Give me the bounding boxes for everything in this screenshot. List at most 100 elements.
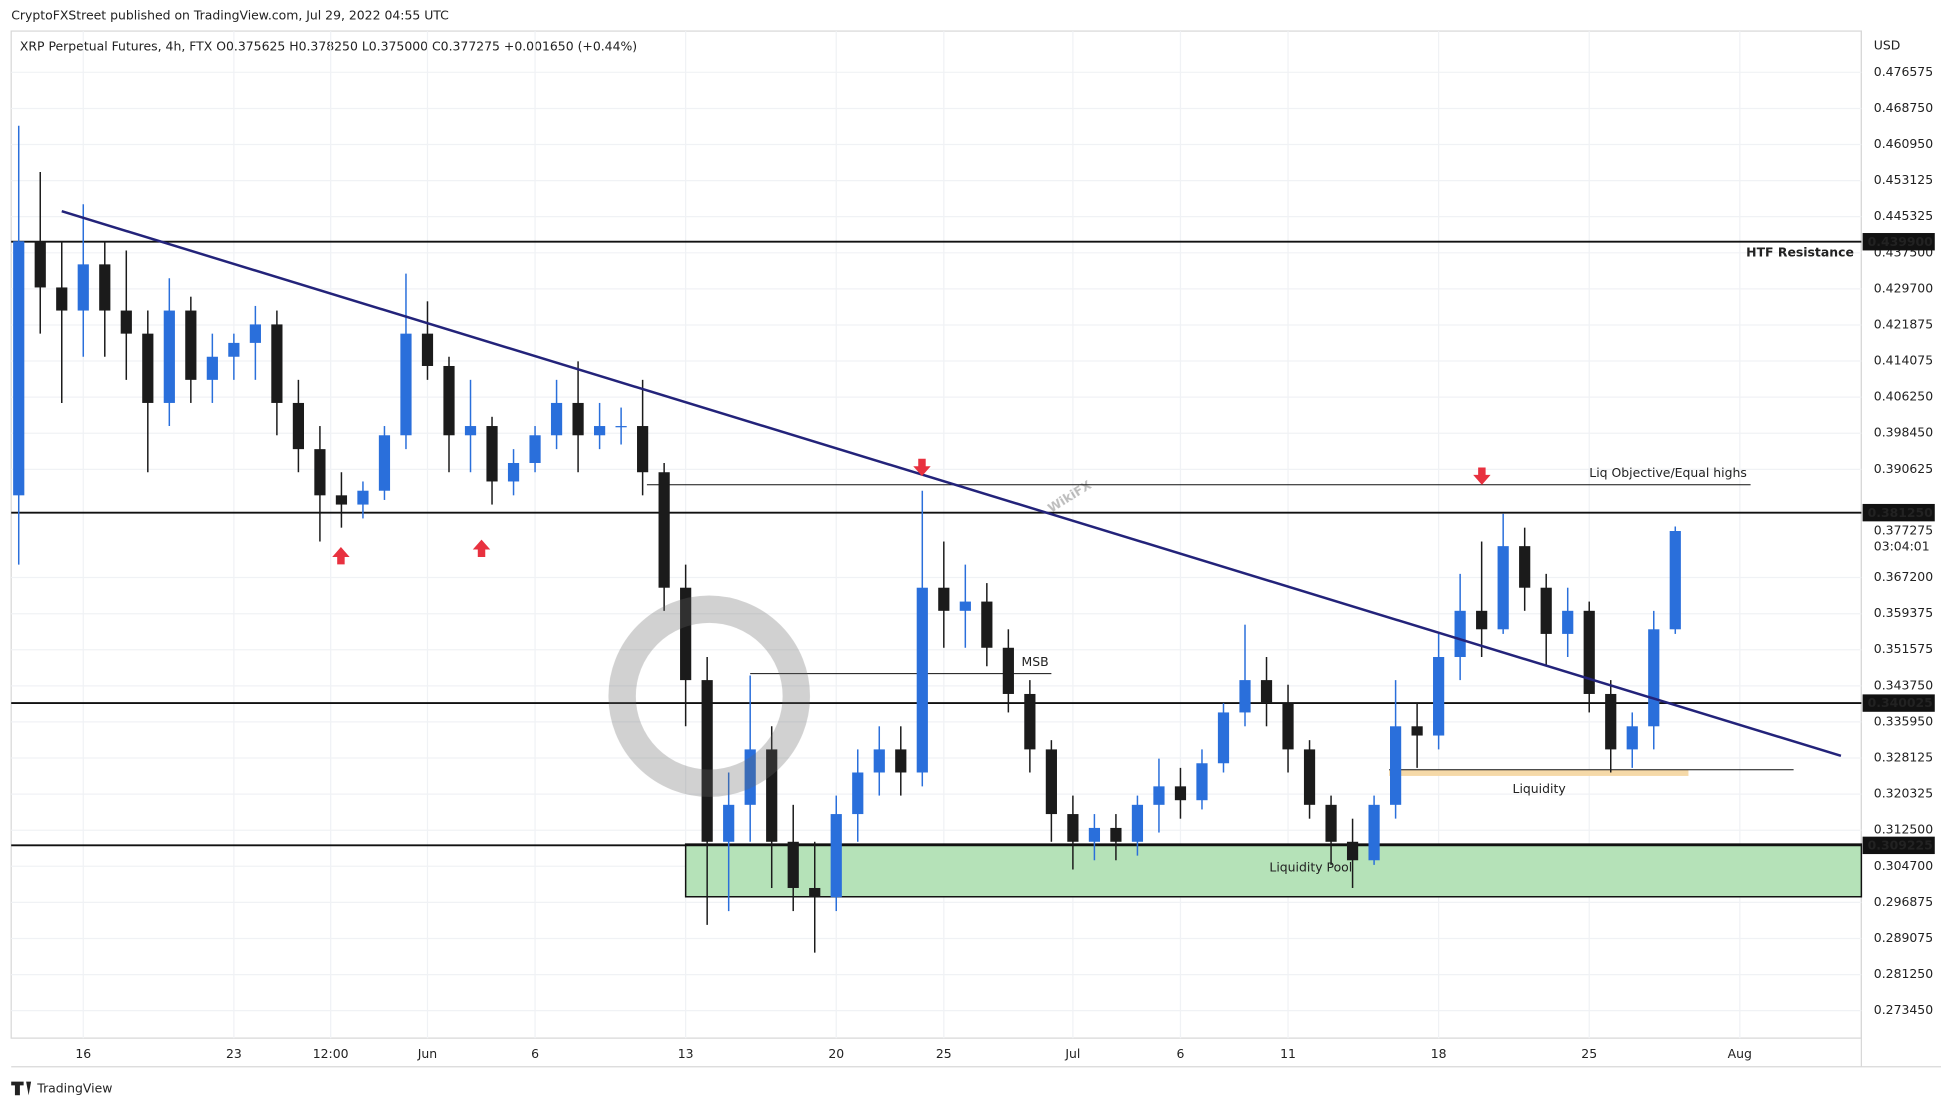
candle-body — [1476, 610, 1488, 630]
y-tick-label: 0.289075 — [1874, 930, 1933, 945]
candle-body — [1519, 546, 1531, 588]
candle-body — [77, 264, 89, 311]
candle-body — [637, 426, 649, 473]
candle-body — [443, 365, 455, 436]
y-tick-label: 0.335950 — [1874, 713, 1933, 728]
candle-body — [99, 264, 111, 311]
candle-body — [56, 287, 68, 311]
x-tick-label: 16 — [75, 1046, 91, 1061]
candle-body — [163, 310, 175, 403]
candle-body — [357, 490, 369, 505]
candle-body — [1260, 680, 1273, 704]
liquidity-pool-zone — [684, 843, 1863, 898]
candle-body — [400, 333, 412, 436]
y-tick-label: 0.476575 — [1874, 64, 1933, 79]
y-tick-label: 0.460950 — [1874, 136, 1933, 151]
level-tag — [1862, 503, 1935, 522]
level-label: 0.309225 — [1868, 837, 1933, 852]
candle-body — [615, 426, 627, 428]
y-tick-label: 0.429700 — [1874, 280, 1933, 295]
down-arrow — [1473, 467, 1491, 485]
candle-body — [206, 356, 218, 380]
candle-body — [658, 472, 670, 588]
candle-body — [249, 324, 261, 343]
candle-body — [1562, 610, 1574, 634]
y-tick-label: 0.281250 — [1874, 966, 1933, 981]
y-tick-label: 0.296875 — [1874, 894, 1933, 909]
x-tick-label: 6 — [531, 1046, 539, 1061]
candle-body — [1433, 657, 1445, 736]
candle-body — [185, 310, 197, 380]
level-tag — [1862, 836, 1935, 855]
candle-body — [723, 804, 735, 842]
y-tick-label: 0.453125 — [1874, 172, 1933, 187]
candle-body — [228, 342, 240, 357]
candle-body — [1045, 749, 1057, 815]
x-tick-label: 25 — [1581, 1046, 1597, 1061]
candle-body — [486, 426, 498, 482]
candle-body — [916, 587, 928, 773]
candle-body — [1325, 804, 1337, 842]
y-tick-label: 0.406250 — [1874, 389, 1933, 404]
candle-body — [464, 426, 477, 436]
y-tick-label: 0.367200 — [1874, 569, 1933, 584]
candle-body — [1648, 629, 1660, 727]
candle-body — [1067, 814, 1079, 842]
candle-body — [572, 402, 584, 436]
y-tick-label: 0.304700 — [1874, 858, 1933, 873]
candle-body — [701, 680, 713, 842]
candle-body — [34, 241, 46, 288]
level-label: 0.381250 — [1868, 505, 1934, 520]
arrows — [332, 458, 1491, 565]
candle-body — [1497, 546, 1509, 630]
publisher: CryptoFXStreet published on TradingView.… — [11, 8, 449, 23]
watermark-logo — [608, 595, 810, 797]
x-tick-label: 12:00 — [313, 1046, 349, 1061]
x-tick-label: 18 — [1431, 1046, 1447, 1061]
candle-body — [292, 402, 305, 450]
candle-body — [507, 462, 520, 482]
candle-body — [1153, 786, 1165, 805]
level-label: 0.340025 — [1868, 695, 1933, 710]
footer-brand: TradingView — [36, 1081, 112, 1096]
y-tick-label: 0.468750 — [1874, 100, 1933, 115]
candle-body — [1196, 763, 1208, 801]
candle-body — [981, 601, 993, 648]
y-tick-label: 0.390625 — [1874, 461, 1933, 476]
candle-body — [959, 601, 971, 611]
y-tick-label: 0.421875 — [1874, 316, 1933, 331]
candle-body — [830, 814, 842, 898]
candle-body — [1626, 726, 1638, 750]
candle-body — [1217, 712, 1230, 764]
candle-body — [1303, 749, 1316, 805]
x-tick-label: Jul — [1064, 1046, 1080, 1061]
candle-body — [895, 749, 907, 773]
candle-body — [1024, 693, 1036, 750]
y-tick-label: 0.312500 — [1874, 822, 1933, 837]
trendline — [61, 210, 1842, 758]
candle-body — [1368, 804, 1380, 861]
y-tick-label: 0.414075 — [1874, 353, 1933, 368]
candle-body — [1454, 610, 1466, 658]
level-note: HTF Resistance — [1746, 244, 1854, 259]
y-tick-label: 0.273450 — [1874, 1002, 1933, 1017]
candle-body — [13, 241, 25, 496]
level-tag — [1862, 694, 1935, 712]
candle-body — [766, 749, 778, 842]
candle-body — [1390, 726, 1402, 805]
y-tick-label: 0.351575 — [1874, 641, 1933, 656]
x-tick-label: 25 — [936, 1046, 952, 1061]
y-tick-label: 0.328125 — [1874, 750, 1933, 765]
candle-body — [529, 435, 541, 463]
candle-body — [271, 324, 283, 403]
candle-body — [1346, 841, 1359, 861]
candle-body — [1239, 680, 1251, 713]
x-tick-label: Jun — [417, 1046, 437, 1061]
candle-body — [852, 772, 864, 815]
candle-body — [314, 449, 326, 496]
y-tick-label: 0.359375 — [1874, 605, 1933, 620]
candle-body — [335, 495, 348, 505]
candle-body — [873, 749, 885, 773]
